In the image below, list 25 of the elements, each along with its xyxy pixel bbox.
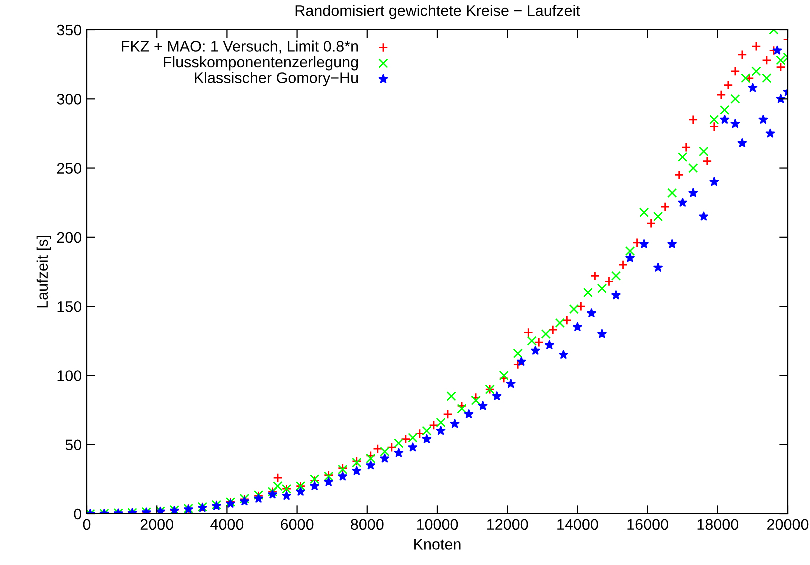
y-tick-label: 300 [57, 94, 82, 105]
legend-label: FKZ + MAO: 1 Versuch, Limit 0.8*n [122, 40, 358, 54]
chart-title: Randomisiert gewichtete Kreise − Laufzeit [296, 5, 580, 20]
x-tick-label: 12000 [488, 519, 528, 530]
x-axis-title: Knoten [414, 539, 461, 550]
x-tick-label: 14000 [558, 519, 598, 530]
y-tick-label: 150 [58, 301, 82, 312]
y-tick-label: 250 [57, 163, 82, 174]
y-tick-label: 100 [58, 370, 82, 382]
x-tick-label: 16000 [628, 519, 668, 530]
y-axis-title: Laufzeit [s] [36, 236, 52, 308]
x-tick-label: 18000 [698, 519, 739, 530]
x-tick-label: 0 [83, 519, 91, 530]
y-tick-label: 0 [74, 508, 82, 520]
y-tick-label: 50 [66, 440, 82, 451]
x-tick-label: 10000 [417, 519, 458, 530]
legend-label: Flusskomponentenzerlegung [164, 56, 358, 71]
x-tick-label: 2000 [140, 519, 174, 530]
x-tick-label: 6000 [281, 519, 314, 530]
y-tick-label: 350 [57, 24, 82, 36]
legend-label: Klassischer Gomory−Hu [195, 72, 358, 86]
x-tick-label: 20000 [768, 519, 809, 530]
y-tick-label: 200 [57, 232, 82, 244]
x-tick-label: 4000 [210, 519, 244, 530]
x-tick-label: 8000 [351, 519, 384, 530]
